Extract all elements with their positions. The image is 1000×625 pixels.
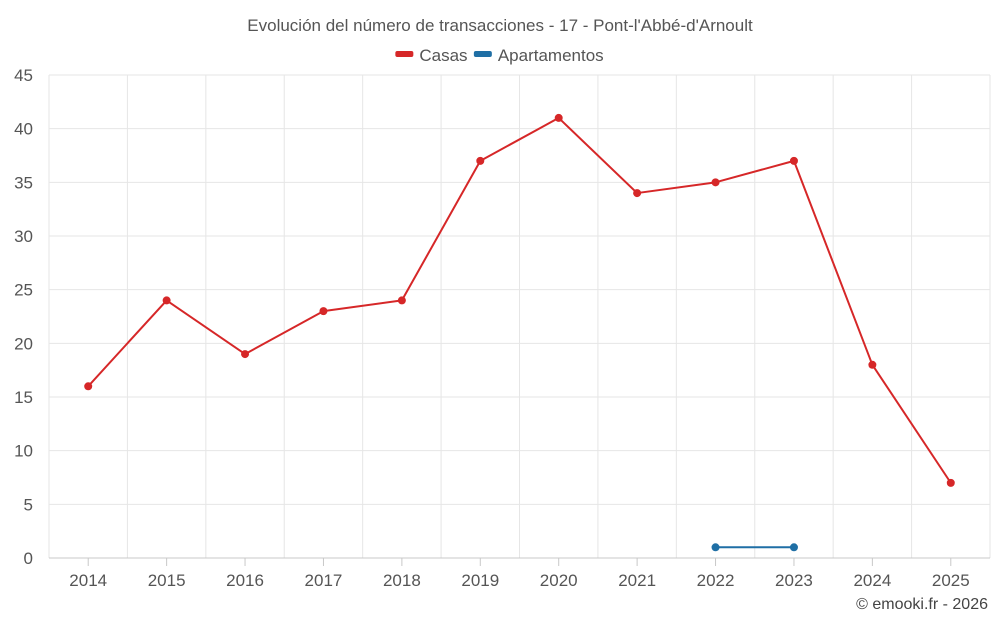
x-tick-label: 2014 [69, 571, 107, 590]
series-line-casas [87, 116, 952, 484]
x-tick-label: 2020 [540, 571, 578, 590]
y-tick-label: 45 [14, 66, 33, 85]
data-point-casas [946, 478, 955, 487]
legend-label-apartamentos[interactable]: Apartamentos [498, 46, 604, 65]
y-tick-label: 10 [14, 442, 33, 461]
data-point-casas [633, 189, 642, 198]
data-point-casas [84, 382, 93, 391]
data-point-casas [162, 296, 171, 305]
data-point-apartamentos [789, 543, 798, 552]
data-point-casas [868, 360, 877, 369]
chart-title: Evolución del número de transacciones - … [247, 16, 753, 35]
data-point-casas [397, 296, 406, 305]
data-point-casas [554, 113, 563, 122]
x-tick-label: 2015 [148, 571, 186, 590]
x-tick-label: 2023 [775, 571, 813, 590]
credit-text: © emooki.fr - 2026 [856, 596, 988, 613]
x-tick-label: 2017 [305, 571, 343, 590]
x-tick-label: 2016 [226, 571, 264, 590]
legend: Casas Apartamentos [395, 46, 604, 65]
data-point-casas [476, 156, 485, 165]
x-tick-label: 2022 [697, 571, 735, 590]
x-tick-label: 2025 [932, 571, 970, 590]
gridlines [48, 74, 991, 558]
series-group [84, 113, 955, 552]
y-axis: 0 5 10 15 20 25 30 35 40 45 [14, 66, 33, 568]
y-tick-label: 0 [24, 549, 33, 568]
x-tick-label: 2024 [853, 571, 891, 590]
y-tick-label: 25 [14, 281, 33, 300]
y-tick-label: 5 [24, 495, 33, 514]
x-tick-label: 2021 [618, 571, 656, 590]
legend-swatch-casas [395, 51, 414, 57]
y-tick-label: 35 [14, 173, 33, 192]
y-tick-label: 40 [14, 120, 33, 139]
y-tick-label: 20 [14, 334, 33, 353]
y-tick-label: 30 [14, 227, 33, 246]
data-point-casas [319, 307, 328, 316]
data-point-casas [241, 350, 250, 359]
legend-label-casas[interactable]: Casas [419, 46, 467, 65]
x-tick-label: 2018 [383, 571, 421, 590]
data-point-casas [711, 178, 720, 187]
data-point-apartamentos [711, 543, 720, 552]
legend-swatch-apartamentos [473, 51, 492, 57]
x-axis: 2014 2015 2016 2017 2018 2019 2020 2021 2022 2023… [49, 557, 990, 590]
x-tick-label: 2019 [461, 571, 499, 590]
data-point-casas [789, 156, 798, 165]
y-tick-label: 15 [14, 388, 33, 407]
